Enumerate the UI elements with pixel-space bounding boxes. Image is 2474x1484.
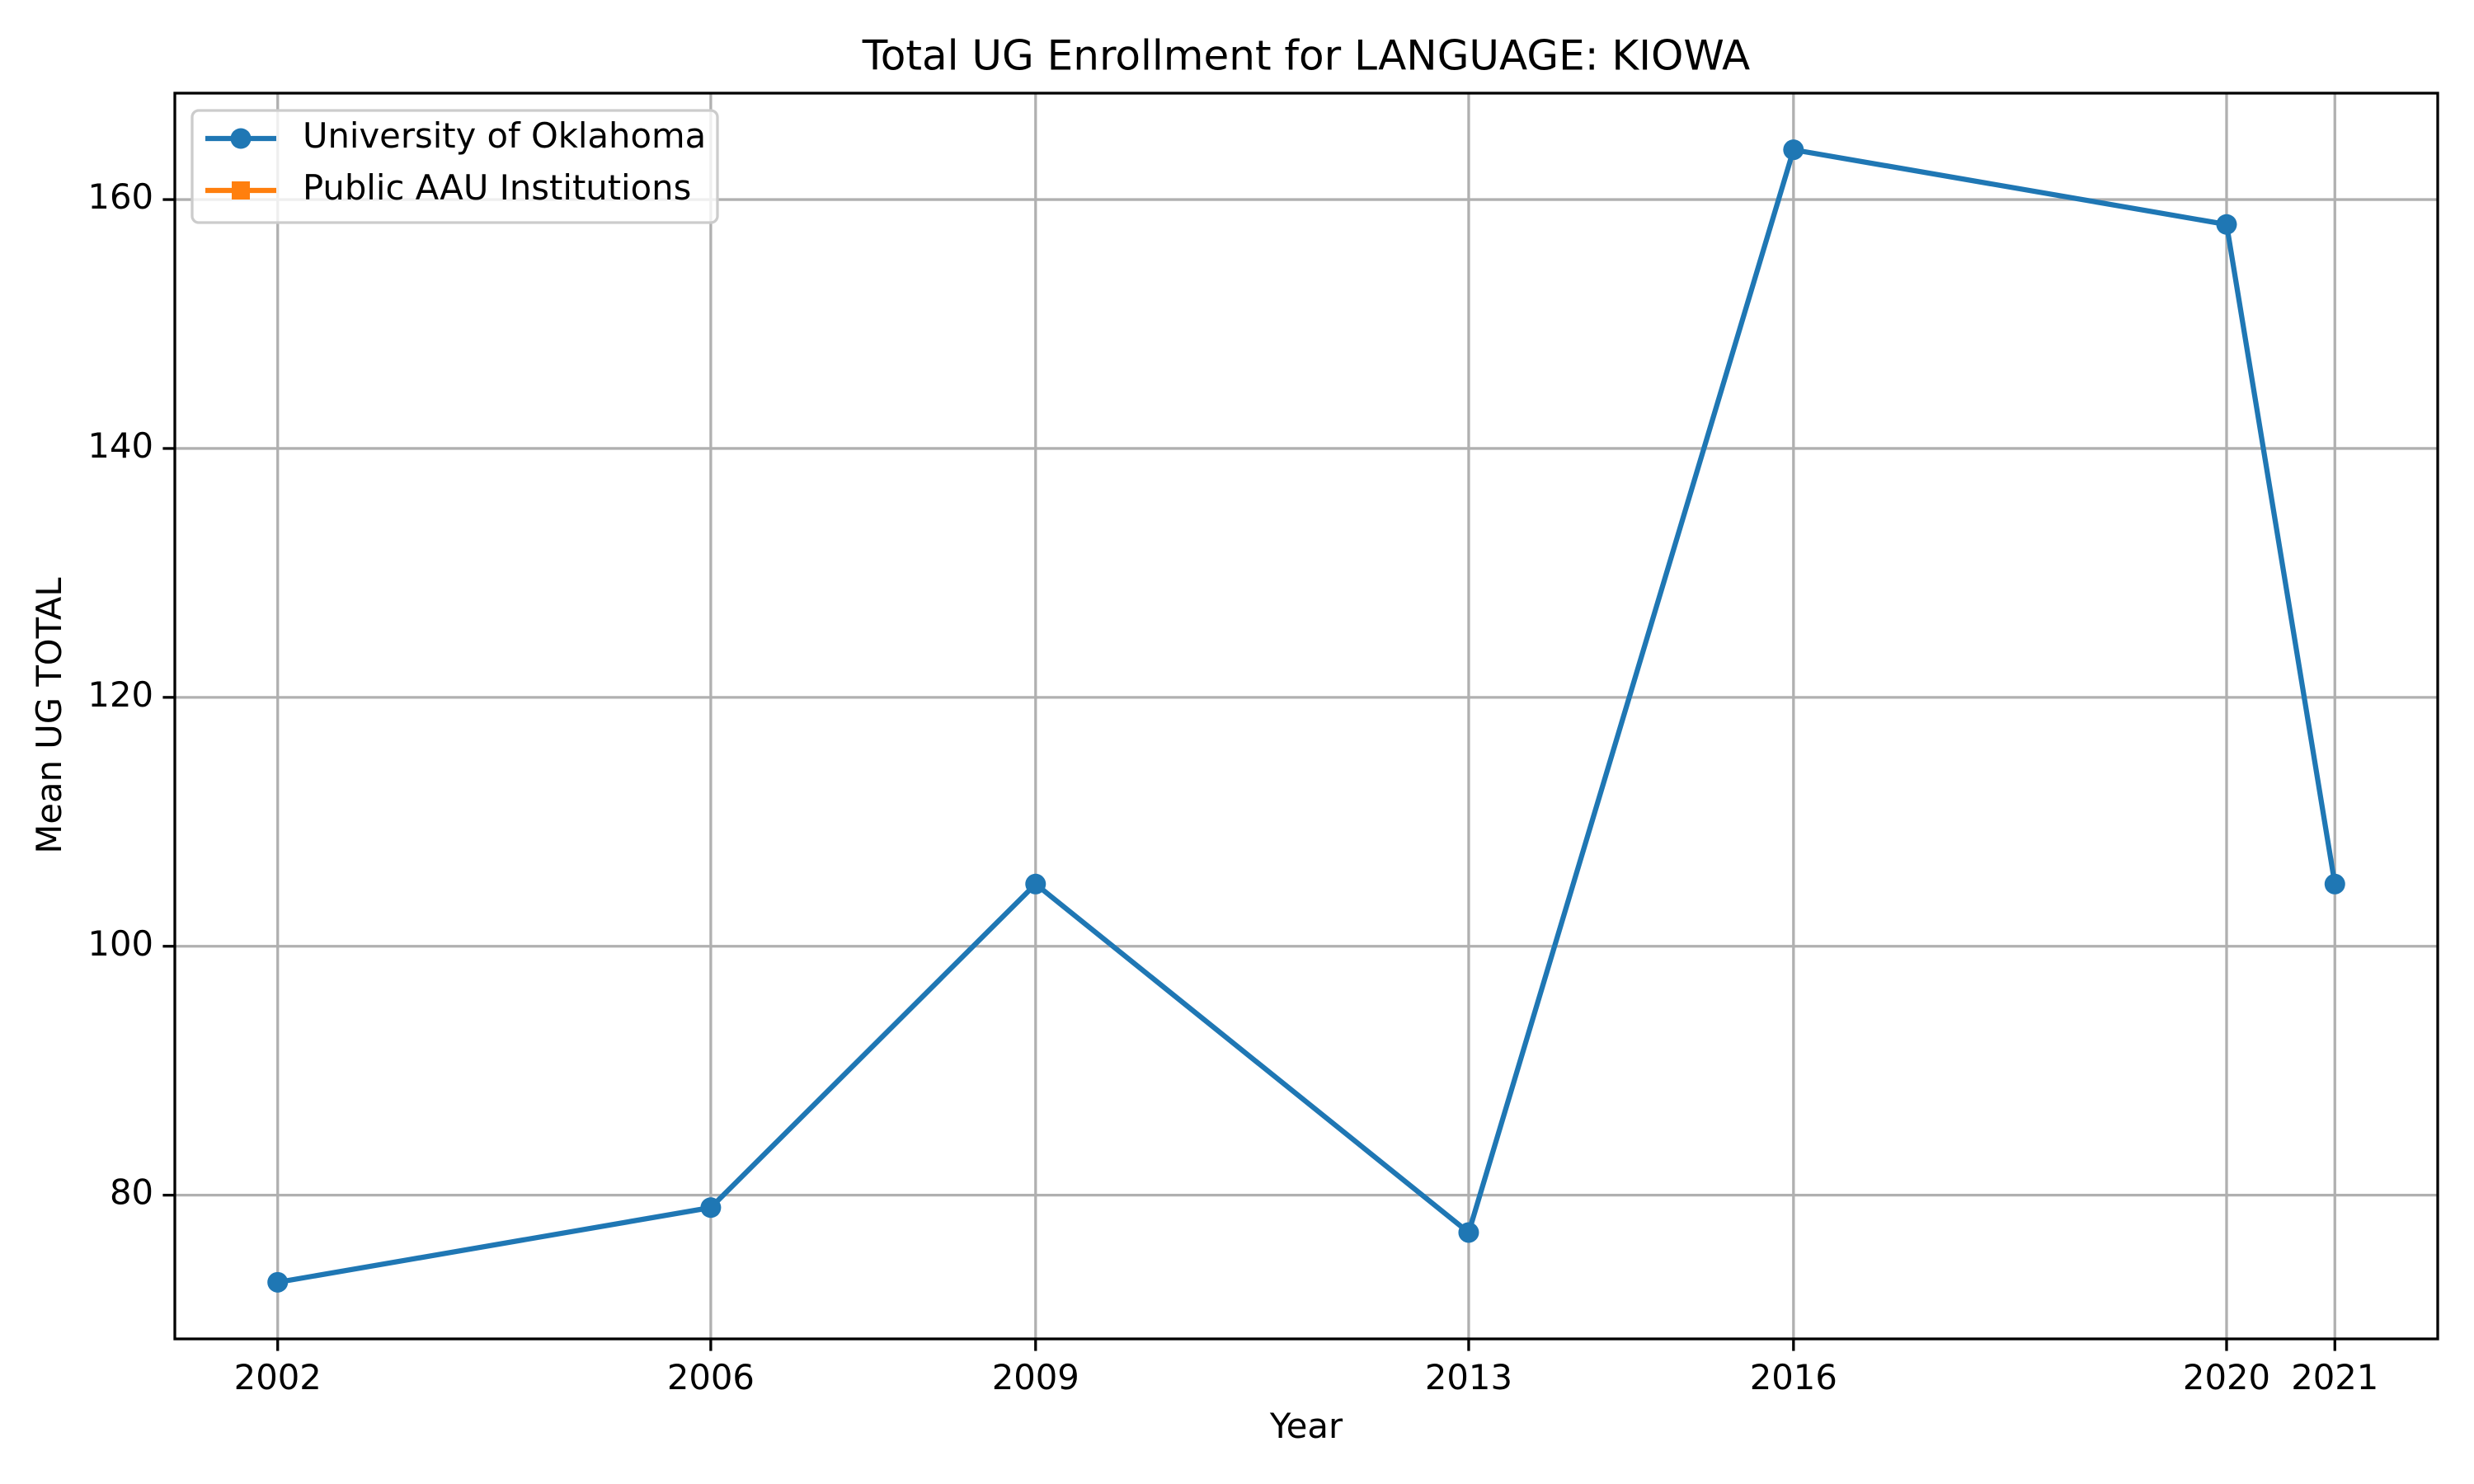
- x-tick-label: 2009: [992, 1357, 1079, 1397]
- y-axis-label: Mean UG TOTAL: [29, 577, 69, 853]
- x-tick-label: 2021: [2291, 1357, 2378, 1397]
- marker: [1783, 139, 1804, 161]
- marker: [2216, 214, 2237, 235]
- plot-area: [267, 139, 2345, 1293]
- legend-label: University of Oklahoma: [303, 115, 706, 156]
- legend: University of Oklahoma Public AAU Institu…: [190, 109, 719, 224]
- marker: [1025, 873, 1047, 895]
- marker: [2324, 873, 2345, 895]
- y-tick-label: 120: [87, 674, 153, 715]
- legend-label: Public AAU Institutions: [303, 167, 691, 208]
- marker: [1458, 1222, 1479, 1243]
- y-tick-label: 100: [87, 923, 153, 964]
- x-tick-label: 2016: [1750, 1357, 1837, 1397]
- x-tick-label: 2020: [2183, 1357, 2270, 1397]
- x-tick-label: 2002: [234, 1357, 322, 1397]
- marker: [700, 1197, 722, 1219]
- legend-box: [190, 109, 719, 224]
- y-tick-label: 160: [87, 176, 153, 217]
- axes-frame: [173, 92, 2439, 1341]
- legend-marker: [230, 128, 252, 149]
- legend-marker: [232, 181, 250, 200]
- y-tick-label: 80: [110, 1172, 153, 1213]
- grid: [175, 93, 2438, 1339]
- chart-title: Total UG Enrollment for LANGUAGE: KIOWA: [862, 32, 1750, 80]
- x-tick-label: 2013: [1425, 1357, 1512, 1397]
- marker: [267, 1271, 289, 1293]
- y-tick-label: 140: [87, 425, 153, 466]
- x-axis-label: Year: [1269, 1406, 1343, 1446]
- x-tick-label: 2006: [667, 1357, 755, 1397]
